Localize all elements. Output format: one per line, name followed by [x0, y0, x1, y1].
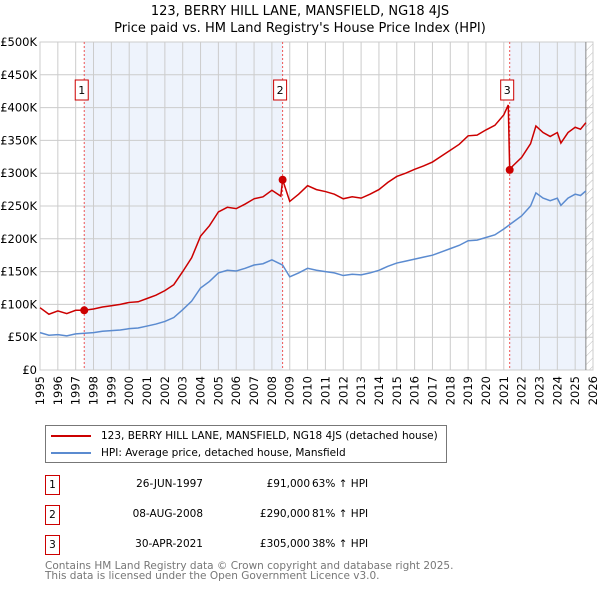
x-tick-label: 2023 [532, 376, 546, 405]
x-tick-label: 2021 [497, 376, 511, 405]
sale-hpi-diff: 63% ↑ HPI [312, 478, 369, 490]
sale-point [278, 175, 287, 184]
legend: 123, BERRY HILL LANE, MANSFIELD, NG18 4J… [45, 425, 447, 463]
chart-title: 123, BERRY HILL LANE, MANSFIELD, NG18 4J… [150, 4, 450, 19]
sale-price: £305,000 [259, 538, 310, 550]
x-tick-label: 1998 [87, 376, 101, 405]
y-tick-label: £450K [0, 68, 37, 82]
legend-item-property: 123, BERRY HILL LANE, MANSFIELD, NG18 4J… [46, 428, 438, 444]
y-tick-label: £500K [0, 35, 37, 49]
plot-area: 1995 1996 1997 1998 1999 2000 2001 2002 2003 2004… [0, 35, 600, 405]
x-tick-label: 2004 [194, 376, 208, 405]
sale-hpi-diff: 38% ↑ HPI [312, 538, 369, 550]
sale-row: 2 08-AUG-2008 £290,000 81% ↑ HPI [45, 505, 465, 525]
legend-item-hpi: HPI: Average price, detached house, Mans… [46, 445, 346, 461]
legend-swatch-blue [51, 452, 91, 454]
x-tick-label: 2001 [140, 376, 154, 405]
sale-date: 08-AUG-2008 [132, 508, 203, 520]
x-tick-label: 2005 [211, 376, 225, 405]
y-tick-label: £0 [22, 363, 37, 377]
x-tick-label: 1996 [51, 376, 65, 405]
x-tick-label: 2000 [122, 376, 136, 405]
chart-subtitle: Price paid vs. HM Land Registry's House … [114, 21, 486, 36]
legend-label: HPI: Average price, detached house, Mans… [101, 447, 346, 459]
footer-licence: This data is licensed under the Open Gov… [45, 570, 380, 582]
sale-number-badge: 1 [45, 475, 60, 495]
x-tick-label: 1999 [104, 376, 118, 405]
y-tick-label: £100K [0, 297, 37, 311]
footer-copyright: Contains HM Land Registry data © Crown c… [45, 560, 454, 572]
x-tick-label: 2008 [265, 376, 279, 405]
y-tick-label: £150K [0, 265, 37, 279]
x-tick-label: 2009 [283, 376, 297, 405]
x-tick-label: 2013 [354, 376, 368, 405]
x-tick-label: 2024 [550, 376, 564, 405]
x-tick-label: 2025 [568, 376, 582, 405]
x-tick-label: 2014 [372, 376, 386, 405]
sale-marker-box [500, 79, 515, 101]
x-tick-label: 2026 [586, 376, 600, 405]
y-tick-label: £350K [0, 133, 37, 147]
x-tick-label: 2015 [390, 376, 404, 405]
plot-border [39, 41, 594, 371]
legend-swatch-red [51, 435, 91, 437]
x-tick-label: 1997 [69, 376, 83, 405]
sale-hpi-diff: 81% ↑ HPI [312, 508, 369, 520]
legend-label: 123, BERRY HILL LANE, MANSFIELD, NG18 4J… [101, 430, 438, 442]
sale-marker-box [273, 79, 288, 101]
x-tick-label: 2011 [318, 376, 332, 405]
x-tick-label: 2018 [443, 376, 457, 405]
x-tick-label: 2002 [158, 376, 172, 405]
sale-marker-label: 3 [504, 84, 511, 97]
sale-point [505, 165, 514, 174]
x-tick-label: 2022 [515, 376, 529, 405]
sale-marker-box [74, 79, 89, 101]
x-tick-label: 2003 [176, 376, 190, 405]
x-tick-label: 2012 [336, 376, 350, 405]
sale-row: 1 26-JUN-1997 £91,000 63% ↑ HPI [45, 475, 465, 495]
x-tick-label: 2020 [479, 376, 493, 405]
x-tick-label: 2017 [425, 376, 439, 405]
property-price-line [39, 104, 587, 316]
sale-date: 26-JUN-1997 [136, 478, 203, 490]
sale-price: £91,000 [266, 478, 310, 490]
x-tick-label: 2019 [461, 376, 475, 405]
sale-marker-label: 2 [277, 84, 284, 97]
x-tick-label: 1995 [33, 376, 47, 405]
x-tick-label: 2010 [301, 376, 315, 405]
sale-point [80, 306, 89, 315]
sale-date: 30-APR-2021 [135, 538, 203, 550]
x-tick-label: 2007 [247, 376, 261, 405]
y-tick-label: £400K [0, 101, 37, 115]
x-tick-label: 2006 [229, 376, 243, 405]
y-tick-label: £300K [0, 166, 37, 180]
sale-number-badge: 3 [45, 535, 60, 555]
y-tick-label: £200K [0, 232, 37, 246]
sale-marker-label: 1 [78, 84, 85, 97]
y-tick-label: £50K [8, 330, 38, 344]
sale-row: 3 30-APR-2021 £305,000 38% ↑ HPI [45, 535, 465, 555]
x-tick-label: 2016 [408, 376, 422, 405]
y-tick-label: £250K [0, 199, 37, 213]
hpi-line [39, 190, 587, 337]
sale-number-badge: 2 [45, 505, 60, 525]
sale-price: £290,000 [259, 508, 310, 520]
